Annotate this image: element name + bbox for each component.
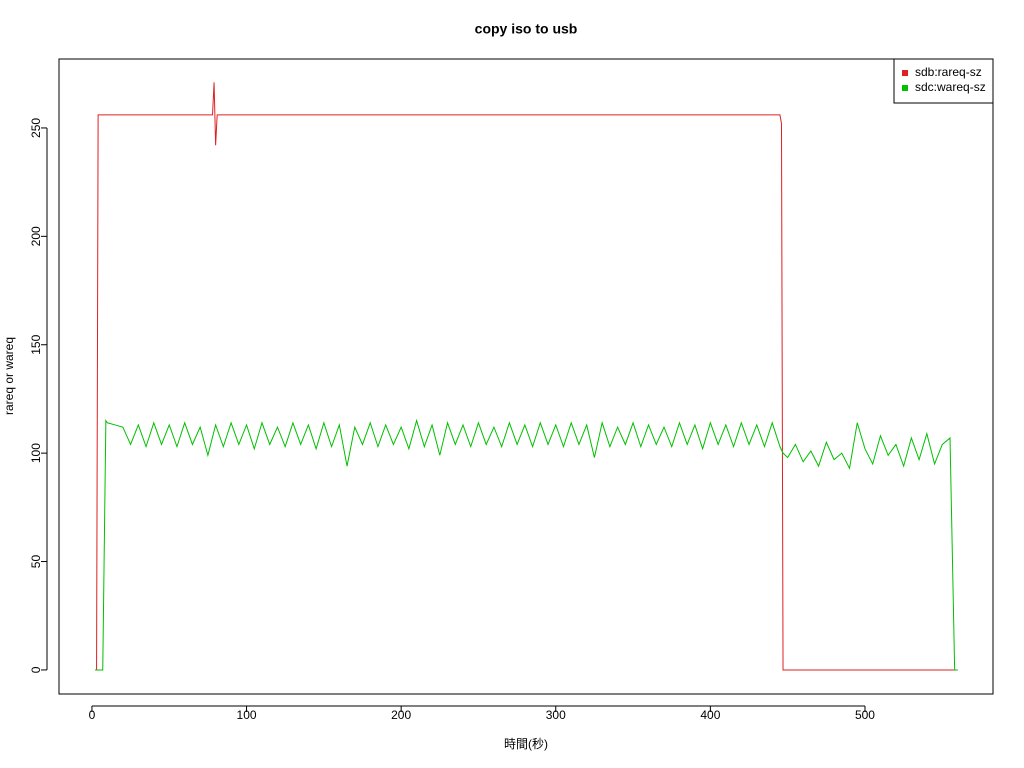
y-tick-label: 150 — [29, 334, 43, 354]
chart-title: copy iso to usb — [475, 21, 578, 37]
legend-box — [893, 58, 994, 104]
legend-swatch — [902, 85, 908, 91]
x-tick-label: 500 — [855, 708, 875, 722]
y-tick-label: 250 — [29, 118, 43, 138]
y-tick-label: 50 — [29, 555, 43, 569]
y-axis-label: rareq or wareq — [2, 337, 16, 415]
legend-swatch — [902, 70, 908, 76]
x-tick-label: 100 — [237, 708, 257, 722]
y-tick-label: 200 — [29, 226, 43, 246]
y-tick-label: 100 — [29, 443, 43, 463]
x-tick-label: 0 — [89, 708, 96, 722]
x-axis-label: 時間(秒) — [504, 737, 548, 751]
series-line — [95, 82, 958, 671]
legend-label: sdc:wareq-sz — [915, 80, 986, 94]
x-tick-label: 300 — [546, 708, 566, 722]
series-line — [95, 418, 958, 671]
plot-box — [58, 58, 994, 695]
legend-label: sdb:rareq-sz — [915, 65, 982, 79]
x-tick-label: 200 — [391, 708, 411, 722]
y-tick-label: 0 — [29, 666, 43, 673]
x-tick-label: 400 — [700, 708, 720, 722]
